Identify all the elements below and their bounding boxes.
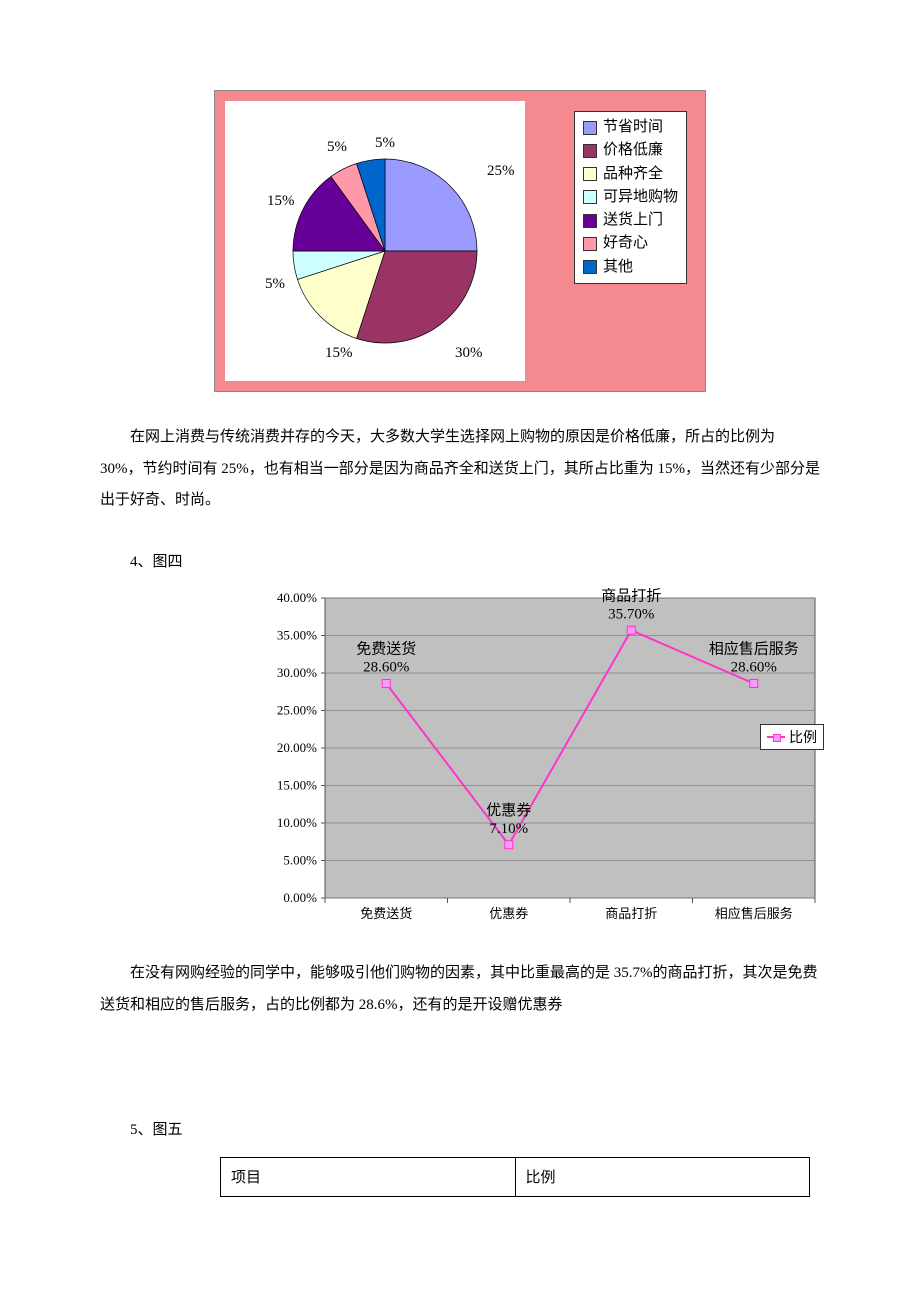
pie-percent-label: 25% [487, 163, 515, 180]
legend-label: 送货上门 [603, 209, 663, 232]
y-axis-label: 10.00% [277, 815, 317, 830]
table-header-ratio: 比例 [515, 1157, 810, 1196]
legend-row: 其他 [583, 256, 678, 279]
point-label-title: 优惠券 [486, 802, 531, 819]
legend-row: 送货上门 [583, 209, 678, 232]
legend-row: 好奇心 [583, 232, 678, 255]
pie-percent-label: 5% [375, 135, 395, 152]
legend-row: 可异地购物 [583, 186, 678, 209]
line-chart-panel: 0.00% 5.00% 10.00% 15.00% 20.00% 25.00% 30.00%… [240, 588, 830, 938]
pie-percent-label: 15% [267, 193, 295, 210]
caption-fig4: 4、图四 [130, 547, 820, 579]
point-label-title: 相应售后服务 [709, 640, 799, 658]
y-axis-label: 40.00% [277, 590, 317, 605]
y-axis-label: 0.00% [283, 890, 317, 905]
legend-swatch [583, 214, 597, 228]
pie-percent-label: 15% [325, 345, 353, 362]
pie-percent-label: 5% [327, 139, 347, 156]
paragraph-pie-desc: 在网上消费与传统消费并存的今天，大多数大学生选择网上购物的原因是价格低廉，所占的… [100, 422, 820, 517]
point-label-value: 28.60% [731, 660, 777, 676]
legend-label: 其他 [603, 256, 633, 279]
legend-label: 好奇心 [603, 232, 648, 255]
point-label-title: 免费送货 [356, 641, 416, 658]
line-svg: 0.00% 5.00% 10.00% 15.00% 20.00% 25.00% 30.00%… [240, 588, 830, 938]
point-label-title: 商品打折 [601, 588, 661, 604]
paragraph-line-desc: 在没有网购经验的同学中，能够吸引他们购物的因素，其中比重最高的是 35.7%的商… [100, 958, 820, 1021]
legend-row: 节省时间 [583, 116, 678, 139]
x-axis-label: 免费送货 [360, 906, 412, 921]
line-marker [750, 680, 758, 688]
legend-swatch [583, 237, 597, 251]
legend-label: 品种齐全 [603, 163, 663, 186]
table-row: 项目 比例 [221, 1157, 810, 1196]
line-legend: 比例 [760, 724, 824, 750]
legend-swatch [583, 144, 597, 158]
line-marker [505, 841, 513, 849]
legend-swatch [583, 190, 597, 204]
legend-swatch [583, 167, 597, 181]
caption-fig5: 5、图五 [130, 1115, 820, 1147]
y-axis-label: 35.00% [277, 628, 317, 643]
line-legend-label: 比例 [789, 727, 817, 747]
legend-swatch [583, 121, 597, 135]
y-axis-label: 25.00% [277, 703, 317, 718]
table-fig5: 项目 比例 [220, 1157, 810, 1197]
y-axis-label: 15.00% [277, 778, 317, 793]
line-marker [382, 680, 390, 688]
point-label-value: 7.10% [489, 821, 528, 837]
line-marker [627, 626, 635, 634]
legend-label: 节省时间 [603, 116, 663, 139]
y-axis-label: 5.00% [283, 853, 317, 868]
point-label-value: 28.60% [363, 660, 409, 676]
legend-label: 价格低廉 [603, 139, 663, 162]
legend-row: 品种齐全 [583, 163, 678, 186]
pie-legend: 节省时间价格低廉品种齐全可异地购物送货上门好奇心其他 [574, 111, 687, 284]
pie-percent-label: 30% [455, 345, 483, 362]
y-axis-label: 20.00% [277, 740, 317, 755]
table-header-item: 项目 [221, 1157, 516, 1196]
pie-percent-label: 5% [265, 276, 285, 293]
y-axis-label: 30.00% [277, 665, 317, 680]
pie-slice [385, 159, 477, 251]
legend-row: 价格低廉 [583, 139, 678, 162]
x-axis-label: 商品打折 [605, 906, 657, 921]
legend-swatch [583, 260, 597, 274]
pie-chart-panel: 节省时间价格低廉品种齐全可异地购物送货上门好奇心其他 25% 30% 15% 5% 15… [214, 90, 706, 392]
x-axis-label: 相应售后服务 [715, 906, 793, 921]
legend-label: 可异地购物 [603, 186, 678, 209]
point-label-value: 35.70% [608, 606, 654, 622]
x-axis-label: 优惠券 [489, 906, 528, 921]
